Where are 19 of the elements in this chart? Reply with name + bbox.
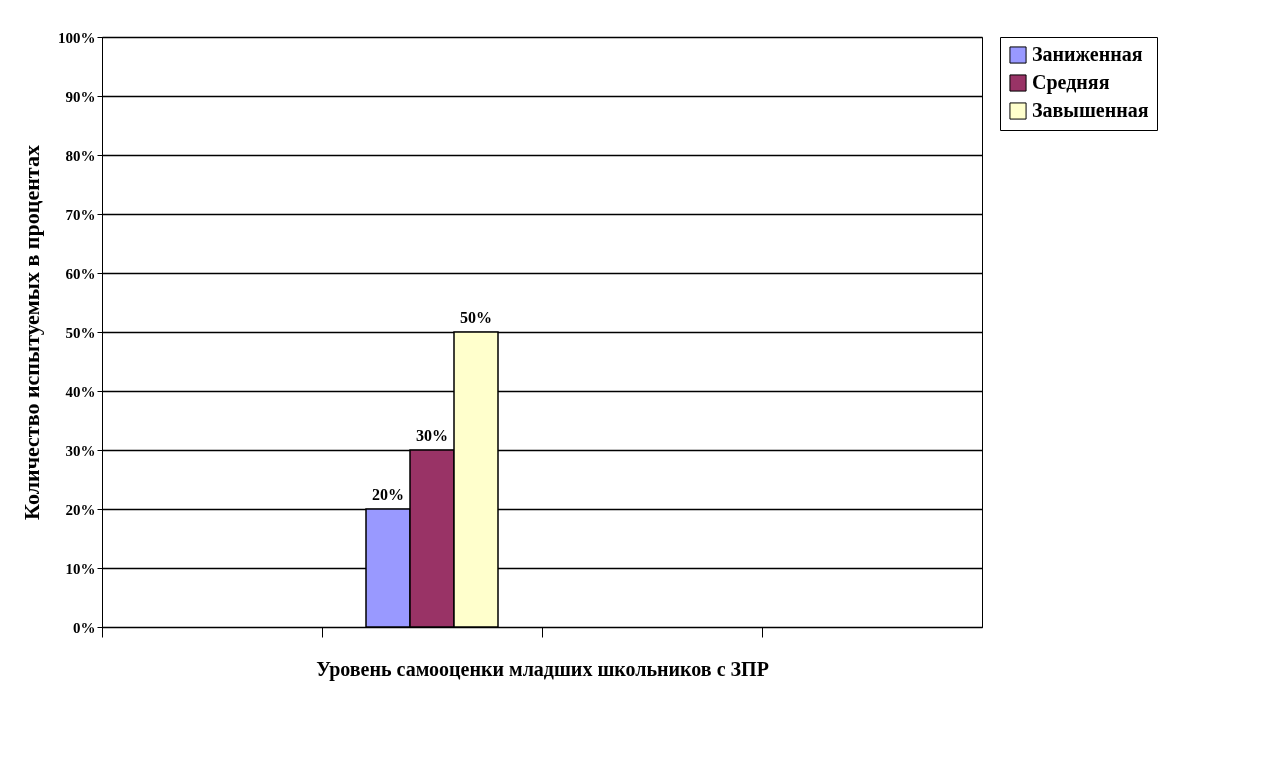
- data-label: 50%: [460, 309, 492, 326]
- y-tick-label: 40%: [65, 383, 96, 400]
- y-tick-label: 10%: [65, 560, 96, 577]
- legend-label: Завышенная: [1032, 99, 1149, 121]
- legend-label: Заниженная: [1032, 43, 1143, 65]
- x-axis-title: Уровень самооценки младших школьников с ЗПР: [316, 657, 769, 681]
- legend-label: Средняя: [1032, 71, 1110, 94]
- data-label: 30%: [416, 427, 448, 444]
- y-axis-title: Количество испытуемых в процентах: [19, 145, 44, 520]
- y-tick-label: 80%: [65, 147, 96, 164]
- y-tick-label: 90%: [65, 88, 96, 105]
- y-tick-label: 50%: [65, 324, 96, 341]
- y-tick-label: 70%: [65, 206, 96, 223]
- y-tick-label: 30%: [65, 442, 96, 459]
- y-tick-label: 20%: [65, 501, 96, 518]
- y-tick-label: 60%: [65, 265, 96, 282]
- data-label: 20%: [372, 486, 404, 503]
- y-tick-label: 100%: [58, 29, 96, 46]
- y-tick-label: 0%: [73, 619, 96, 636]
